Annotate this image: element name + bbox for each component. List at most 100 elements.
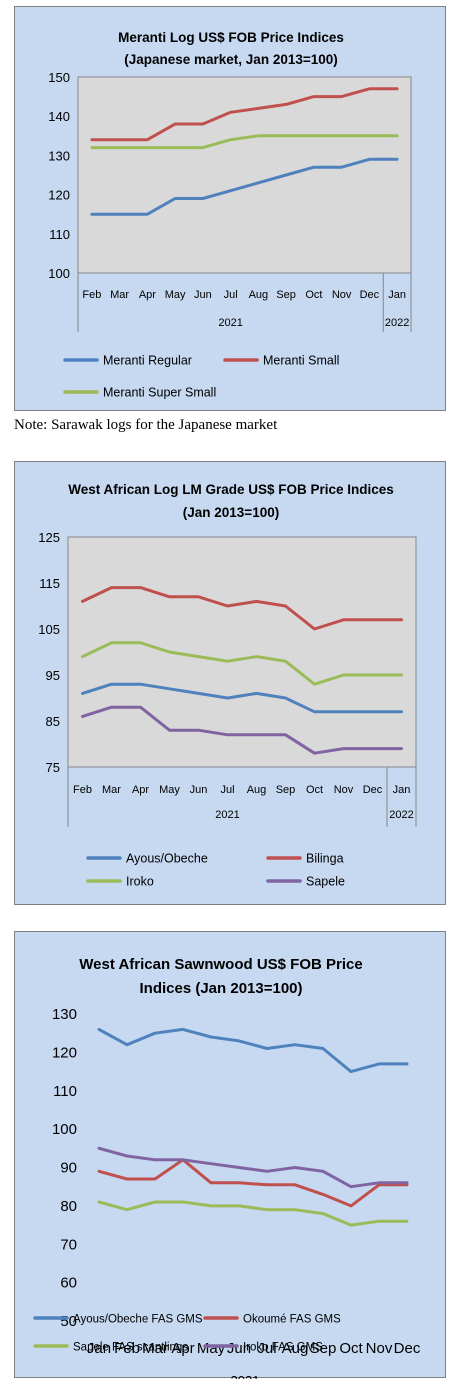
legend-item: Bilinga — [266, 852, 344, 866]
x-tick-label: Sep — [276, 289, 296, 301]
series-line-meranti-regular — [90, 157, 399, 216]
y-tick-label: 105 — [38, 622, 60, 637]
x-tick-label: Jan — [87, 1340, 111, 1357]
x-tick-label: Jun — [194, 289, 212, 301]
series-line-ayous-obeche — [81, 682, 403, 714]
x-tick-label: Nov — [334, 784, 354, 796]
y-tick-label: 80 — [60, 1198, 77, 1215]
chart-note: Note: Sarawak logs for the Japanese mark… — [14, 417, 278, 433]
y-tick-label: 125 — [38, 530, 60, 545]
x-tick-label: May — [159, 784, 180, 796]
series-line-iroko — [81, 641, 403, 686]
y-tick-label: 95 — [46, 668, 60, 683]
legend-item: Ayous/Obeche — [86, 852, 208, 866]
plot-area — [77, 76, 412, 274]
x-tick-label: Aug — [249, 289, 269, 301]
y-tick-label: 150 — [48, 70, 70, 85]
series-line-sapele-fas-scantlings — [97, 1200, 409, 1227]
west-african-sawnwood-line-chart: West African Sawnwood US$ FOB Price Indic… — [33, 956, 421, 1379]
x-tick-label: Apr — [132, 784, 149, 796]
legend-label: Sapele — [306, 875, 345, 889]
x-tick-label: Jul — [220, 784, 234, 796]
x-tick-label: Sep — [276, 784, 296, 796]
chart-title: Meranti Log US$ FOB Price Indices — [118, 30, 344, 45]
x-tick-label: Sep — [310, 1340, 337, 1357]
x-tick-label: Jan — [388, 289, 406, 301]
year-label: 2021 — [215, 809, 239, 821]
y-tick-label: 140 — [48, 109, 70, 124]
x-tick-label: Oct — [305, 289, 322, 301]
legend-item: Okoumé FAS GMS — [203, 1314, 341, 1326]
legend-label: Iroko FAS GMS — [243, 1342, 323, 1354]
legend-label: Bilinga — [306, 852, 344, 866]
meranti-chart-panel: Meranti Log US$ FOB Price Indices (Japane… — [14, 6, 446, 411]
x-tick-label: Mar — [102, 784, 121, 796]
x-tick-label: Feb — [114, 1340, 140, 1357]
legend-label: Ayous/Obeche — [126, 852, 208, 866]
chart-title: West African Log LM Grade US$ FOB Price … — [68, 482, 394, 497]
legend-item: Iroko — [86, 875, 154, 889]
legend-item: Sapele — [266, 875, 345, 889]
x-tick-label: Dec — [360, 289, 380, 301]
x-tick-label: Jul — [224, 289, 238, 301]
series-line-bilinga — [81, 586, 403, 631]
y-tick-label: 60 — [60, 1275, 77, 1292]
y-tick-label: 130 — [48, 148, 70, 163]
series-line-ayous-obeche-fas-gms — [97, 1027, 409, 1074]
x-tick-label: Apr — [171, 1340, 194, 1357]
series-line-meranti-super-small — [90, 134, 399, 150]
x-tick-label: Apr — [139, 289, 156, 301]
x-tick-label: Feb — [73, 784, 92, 796]
x-tick-label: May — [197, 1340, 226, 1357]
chart-subtitle: (Japanese market, Jan 2013=100) — [124, 52, 338, 67]
x-tick-label: Dec — [363, 784, 383, 796]
x-tick-label: Nov — [332, 289, 352, 301]
legend-item: Meranti Super Small — [63, 386, 216, 400]
y-tick-label: 115 — [39, 576, 60, 591]
y-tick-label: 110 — [53, 1083, 77, 1100]
year-label: 2022 — [389, 809, 413, 821]
x-tick-label: Dec — [394, 1340, 421, 1357]
year-label: 2021 — [231, 1373, 260, 1379]
legend-label: Okoumé FAS GMS — [243, 1314, 341, 1326]
x-tick-label: Jul — [257, 1340, 276, 1357]
y-tick-label: 75 — [46, 760, 60, 775]
chart-subtitle: (Jan 2013=100) — [183, 505, 279, 520]
y-tick-label: 130 — [52, 1006, 77, 1023]
legend-label: Meranti Super Small — [103, 386, 216, 400]
series-line-sapele — [81, 705, 403, 755]
y-tick-label: 70 — [60, 1236, 77, 1253]
year-label: 2022 — [385, 317, 409, 329]
legend-item: Iroko FAS GMS — [203, 1342, 323, 1354]
y-tick-label: 85 — [46, 714, 60, 729]
y-tick-label: 120 — [48, 188, 70, 203]
x-tick-label: Aug — [282, 1340, 309, 1357]
legend-item: Meranti Small — [223, 354, 339, 368]
legend-label: Meranti Regular — [103, 354, 192, 368]
chart-title: West African Sawnwood US$ FOB Price — [79, 956, 362, 973]
legend-item: Meranti Regular — [63, 354, 192, 368]
x-tick-label: Nov — [366, 1340, 393, 1357]
legend-item: Ayous/Obeche FAS GMS — [33, 1314, 203, 1326]
legend-label: Sapele FAS scantlings — [73, 1342, 188, 1354]
x-tick-label: Oct — [306, 784, 323, 796]
y-tick-label: 90 — [60, 1160, 77, 1177]
category-axis-frame — [67, 767, 417, 827]
series-line-iroko-fas-gms — [97, 1146, 409, 1189]
x-tick-label: Feb — [82, 289, 101, 301]
series-line-okoum-fas-gms — [97, 1158, 409, 1208]
west-african-sawnwood-chart-panel: West African Sawnwood US$ FOB Price Indic… — [14, 931, 446, 1379]
x-tick-label: May — [165, 289, 186, 301]
west-african-log-chart-panel: West African Log LM Grade US$ FOB Price … — [14, 461, 446, 905]
west-african-log-line-chart: West African Log LM Grade US$ FOB Price … — [38, 482, 417, 889]
series-line-meranti-small — [90, 87, 399, 142]
meranti-line-chart: Meranti Log US$ FOB Price Indices (Japane… — [48, 30, 412, 400]
x-tick-label: Jun — [190, 784, 208, 796]
y-tick-label: 100 — [48, 266, 70, 281]
legend-label: Ayous/Obeche FAS GMS — [73, 1314, 203, 1326]
legend-label: Meranti Small — [263, 354, 339, 368]
legend-item: Sapele FAS scantlings — [33, 1342, 188, 1354]
x-tick-label: Oct — [339, 1340, 363, 1357]
chart-subtitle: Indices (Jan 2013=100) — [139, 980, 302, 997]
plot-area — [67, 536, 417, 768]
